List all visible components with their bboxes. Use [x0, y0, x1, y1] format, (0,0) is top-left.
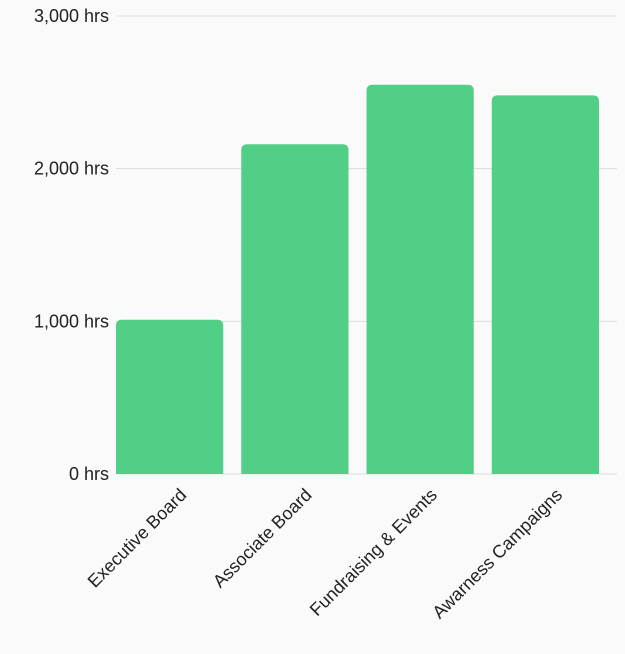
bars [116, 84, 599, 475]
bar [491, 95, 599, 475]
x-category-label: Awarness Campaigns [428, 485, 566, 623]
x-category-label: Fundraising & Events [306, 485, 441, 620]
bar [116, 319, 224, 474]
y-axis-ticks: 0 hrs 1,000 hrs 2,000 hrs 3,000 hrs [34, 6, 109, 484]
x-category-label: Executive Board [84, 485, 191, 592]
y-tick-label: 0 hrs [69, 464, 109, 484]
bar [241, 144, 349, 475]
x-category-label: Associate Board [209, 485, 316, 592]
bar [366, 84, 474, 474]
y-tick-label: 3,000 hrs [34, 6, 109, 26]
y-tick-label: 2,000 hrs [34, 159, 109, 179]
x-axis-labels: Executive Board Associate BoardFundraisin… [84, 485, 567, 623]
y-tick-label: 1,000 hrs [34, 311, 109, 331]
